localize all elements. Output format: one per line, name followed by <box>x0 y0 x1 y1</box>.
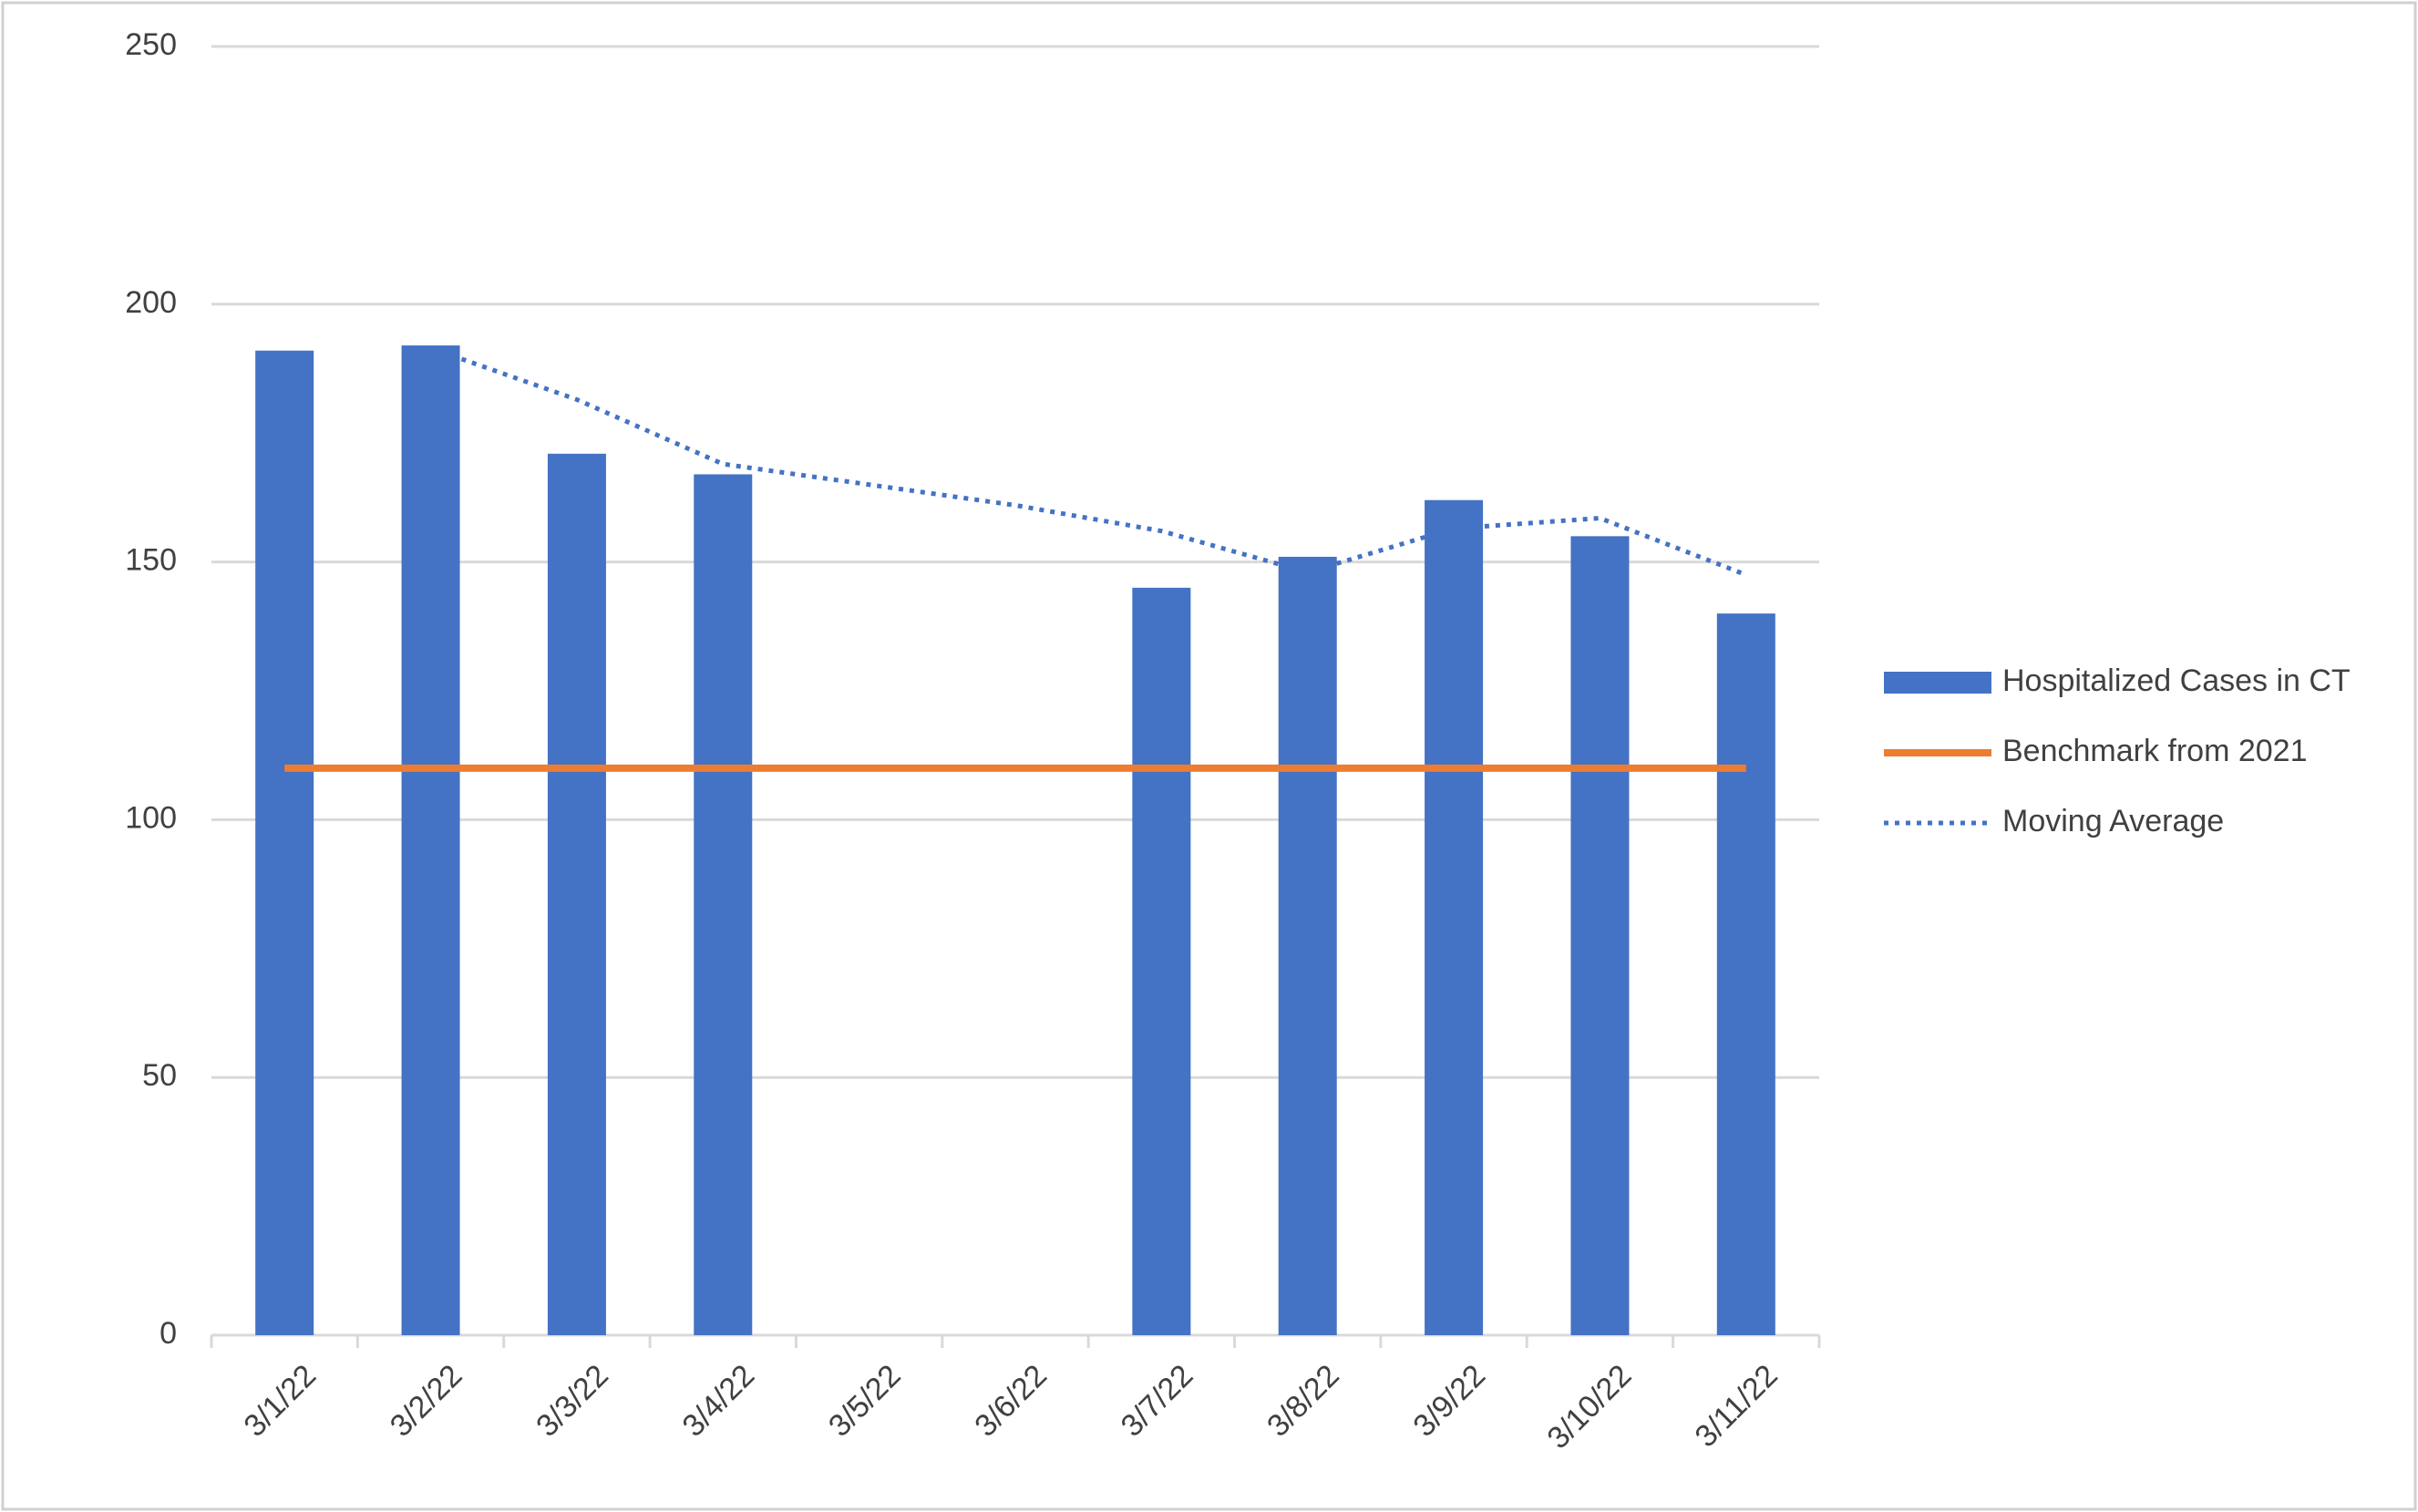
y-tick-label: 0 <box>159 1316 177 1351</box>
y-tick-label: 100 <box>125 800 177 835</box>
legend-label: Hospitalized Cases in CT <box>2002 663 2351 698</box>
bar <box>255 350 314 1336</box>
bar <box>401 345 460 1336</box>
bar <box>1132 587 1191 1335</box>
bar <box>694 474 753 1335</box>
legend-swatch <box>1884 672 1991 694</box>
y-tick-label: 150 <box>125 543 177 578</box>
y-tick-label: 50 <box>142 1058 177 1093</box>
bar <box>1278 556 1337 1335</box>
y-tick-label: 250 <box>125 27 177 62</box>
bar <box>1425 499 1484 1335</box>
legend-label: Moving Average <box>2002 804 2224 838</box>
y-tick-label: 200 <box>125 285 177 320</box>
bar <box>1570 536 1630 1335</box>
legend-label: Benchmark from 2021 <box>2002 734 2308 768</box>
bar <box>547 453 606 1336</box>
bar <box>1716 613 1775 1335</box>
